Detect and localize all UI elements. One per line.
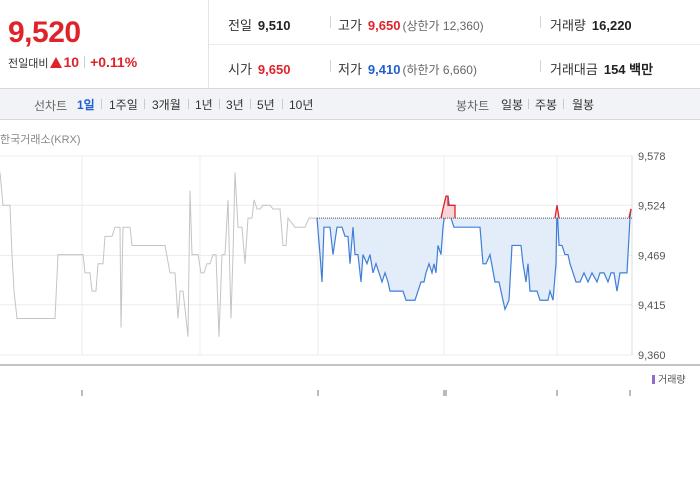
above-reference-segments	[440, 195, 632, 219]
upper-limit: (상한가 12,360)	[402, 19, 484, 33]
volume-legend-label: 거래량	[658, 375, 686, 386]
volume-swatch-icon	[652, 375, 655, 384]
high-price: 고가 9,650 (상한가 12,360)	[338, 15, 484, 34]
divider	[563, 99, 564, 109]
divider	[540, 16, 541, 28]
volume-label: 거래량	[550, 18, 586, 33]
low-value: 9,410	[367, 62, 401, 77]
chart-period-tabs: 선차트 1일 1주일 3개월 1년 3년 5년 10년 봉차트 일봉 주봉 월봉	[0, 89, 700, 120]
y-tick-label: 9,524	[638, 200, 666, 212]
above-area	[441, 196, 455, 219]
change-value: 10	[63, 54, 80, 70]
tab-1w[interactable]: 1주일	[109, 98, 138, 112]
intraday-price-chart: 9,578 9,524 9,469 9,415 9,360	[0, 151, 700, 396]
tab-daily[interactable]: 일봉	[501, 98, 524, 112]
y-tick-label: 9,469	[638, 251, 666, 263]
divider	[330, 16, 331, 28]
tab-10y[interactable]: 10년	[289, 98, 314, 112]
divider	[84, 56, 86, 68]
tab-weekly[interactable]: 주봉	[535, 98, 558, 112]
volume: 거래량 16,220	[550, 15, 632, 34]
prev-close-value: 9,510	[257, 18, 291, 33]
volume-legend: 거래량	[652, 371, 686, 386]
divider	[528, 99, 529, 109]
trade-amount: 거래대금 154 백만	[550, 59, 653, 78]
candle-chart-label: 봉차트	[456, 99, 490, 113]
chart-grid	[0, 155, 633, 356]
divider	[540, 60, 541, 72]
prev-close: 전일 9,510	[228, 15, 290, 34]
previous-day-line	[0, 172, 317, 337]
low-label: 저가	[338, 62, 362, 77]
row-divider	[209, 44, 700, 45]
high-label: 고가	[338, 18, 362, 33]
above-line	[440, 195, 456, 219]
open-price: 시가 9,650	[228, 59, 290, 78]
tab-5y[interactable]: 5년	[257, 98, 275, 112]
y-tick-label: 9,578	[638, 151, 666, 163]
divider	[144, 99, 145, 109]
today-area-fill	[317, 218, 631, 310]
above-line	[554, 205, 560, 219]
divider	[250, 99, 251, 109]
open-value: 9,650	[257, 62, 291, 77]
low-price: 저가 9,410 (하한가 6,660)	[338, 59, 477, 78]
line-chart-label: 선차트	[34, 99, 68, 113]
tab-1y[interactable]: 1년	[195, 98, 213, 112]
y-tick-label: 9,360	[638, 350, 666, 362]
lower-limit: (하한가 6,660)	[402, 63, 477, 77]
divider	[330, 60, 331, 72]
divider	[282, 99, 283, 109]
prev-close-label: 전일	[228, 18, 252, 33]
current-price-box: 9,520 전일대비 10 +0.11%	[0, 0, 209, 88]
tab-3y[interactable]: 3년	[226, 98, 244, 112]
divider	[188, 99, 189, 109]
tab-1d[interactable]: 1일	[77, 98, 95, 112]
price-change: 전일대비 10 +0.11%	[8, 54, 137, 71]
volume-value: 16,220	[591, 18, 632, 33]
today-price-line	[316, 196, 632, 312]
volume-panel	[81, 390, 631, 396]
y-axis-labels: 9,578 9,524 9,469 9,415 9,360	[638, 151, 666, 362]
current-price: 9,520	[8, 16, 81, 49]
amount-label: 거래대금	[550, 62, 598, 77]
data-source: 한국거래소(KRX)	[0, 134, 81, 146]
tab-monthly[interactable]: 월봉	[572, 98, 595, 112]
divider	[219, 99, 220, 109]
tab-3m[interactable]: 3개월	[152, 98, 181, 112]
price-summary: 9,520 전일대비 10 +0.11% 전일 9,510 고가 9,650 (상한가 1…	[0, 0, 700, 89]
change-rate: +0.11%	[90, 54, 138, 70]
above-line	[628, 208, 632, 219]
divider	[101, 99, 102, 109]
open-label: 시가	[228, 62, 252, 77]
change-label: 전일대비	[8, 58, 49, 70]
up-triangle-icon	[50, 57, 63, 68]
y-tick-label: 9,415	[638, 300, 666, 312]
amount-value: 154 백만	[603, 62, 654, 77]
high-value: 9,650	[367, 18, 401, 33]
